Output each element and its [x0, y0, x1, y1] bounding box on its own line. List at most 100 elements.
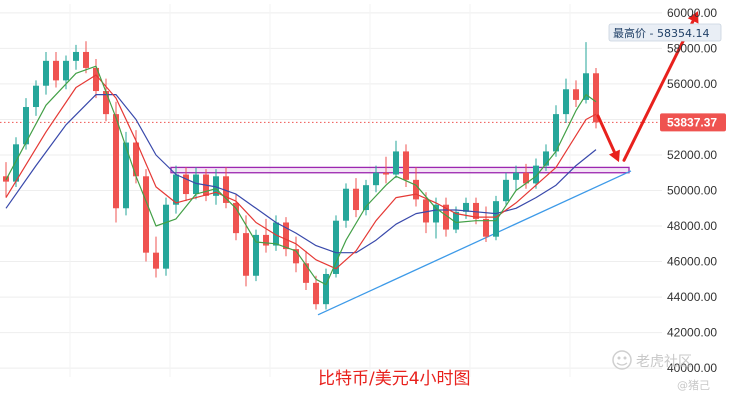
candle-body [333, 220, 339, 274]
arrow-up [622, 11, 699, 162]
y-tick-label: 48000.00 [667, 219, 717, 233]
y-tick-label: 58000.00 [667, 41, 717, 55]
candle [253, 229, 259, 282]
moving-average-slow [5, 94, 597, 254]
watermark-user: @猪己 [677, 379, 710, 392]
candle [293, 236, 299, 273]
candle [343, 183, 349, 228]
candle [183, 167, 189, 202]
candle-body [393, 151, 399, 175]
candle-body [283, 222, 289, 250]
candle [583, 42, 589, 104]
candle-body [343, 188, 349, 221]
price-axis: 60000.0058000.0056000.0054000.0052000.00… [660, 6, 726, 375]
chart-grid [0, 4, 662, 377]
candle-body [193, 174, 199, 195]
candle-body [273, 222, 279, 246]
candle-body [553, 114, 559, 152]
candle-body [233, 202, 239, 234]
arrow-down [596, 114, 620, 163]
candle-body [13, 144, 19, 182]
candle-body [153, 252, 159, 269]
candle [563, 78, 569, 124]
candle [113, 101, 119, 223]
y-tick-label: 52000.00 [667, 148, 717, 162]
watermark-brand: 老虎社区 [636, 354, 692, 370]
candle [453, 206, 459, 234]
candle-body [263, 234, 269, 246]
candle [553, 105, 559, 157]
candle-body [183, 174, 189, 195]
candle-body [493, 201, 499, 237]
candle [333, 215, 339, 278]
y-tick-label: 40000.00 [667, 361, 717, 375]
candle-body [163, 204, 169, 269]
candle-body [103, 91, 109, 115]
candle-body [363, 185, 369, 211]
candle-body [403, 151, 409, 180]
candle-body [433, 204, 439, 223]
candle-body [563, 89, 569, 115]
candle [93, 59, 99, 99]
candle-body [253, 234, 259, 276]
candle-body [303, 263, 309, 283]
candle-body [523, 172, 529, 184]
trendline [317, 170, 632, 316]
candle-body [243, 233, 249, 276]
candle [53, 51, 59, 88]
candle [143, 169, 149, 262]
candle [23, 98, 29, 150]
candle [443, 197, 449, 237]
candle-body [543, 151, 549, 166]
candle-body [43, 60, 49, 86]
y-tick-label: 42000.00 [667, 326, 717, 340]
candle-body [383, 172, 389, 175]
candle [383, 156, 389, 184]
high-price-label: 最高价 - 58354.14 [608, 23, 722, 42]
candle-body [83, 51, 89, 68]
candle [173, 165, 179, 214]
candle-body [373, 172, 379, 186]
candle [373, 165, 379, 193]
candle [263, 218, 269, 253]
candle-body [293, 249, 299, 264]
candle [243, 215, 249, 287]
candle [353, 178, 359, 218]
candle [153, 236, 159, 278]
candle [83, 41, 89, 74]
chart-caption: 比特币/美元4小时图 [318, 369, 471, 389]
candle [363, 179, 369, 216]
candle-body [323, 273, 329, 305]
arrow-up-shaft [622, 19, 695, 162]
candle-body [213, 176, 219, 196]
plot-area[interactable]: 最高价 - 58354.14 [0, 11, 722, 316]
candle [303, 250, 309, 290]
candle-body [533, 165, 539, 184]
candle-body [113, 114, 119, 209]
arrow-up-head [687, 11, 699, 24]
high-price-box [608, 23, 722, 42]
candle [533, 158, 539, 189]
caption: 比特币/美元4小时图 [318, 369, 471, 389]
current-price-badge-bg [660, 113, 726, 132]
watermark: 老虎社区 @猪己 [612, 350, 710, 392]
candle-body [23, 107, 29, 145]
candle-body [223, 176, 229, 203]
candle [163, 197, 169, 276]
candle-body [93, 67, 99, 92]
current-price-value: 53837.37 [667, 115, 717, 129]
candle [403, 144, 409, 187]
moving-average-fast [5, 65, 597, 286]
candle-body [143, 176, 149, 253]
candle [43, 51, 49, 95]
candle [523, 163, 529, 189]
candle [413, 167, 419, 207]
candle [483, 206, 489, 243]
candle-body [313, 282, 319, 305]
candle [273, 215, 279, 251]
candle-body [63, 60, 69, 81]
candle [593, 67, 599, 129]
arrow-down-shaft [596, 114, 616, 154]
candle [313, 275, 319, 310]
